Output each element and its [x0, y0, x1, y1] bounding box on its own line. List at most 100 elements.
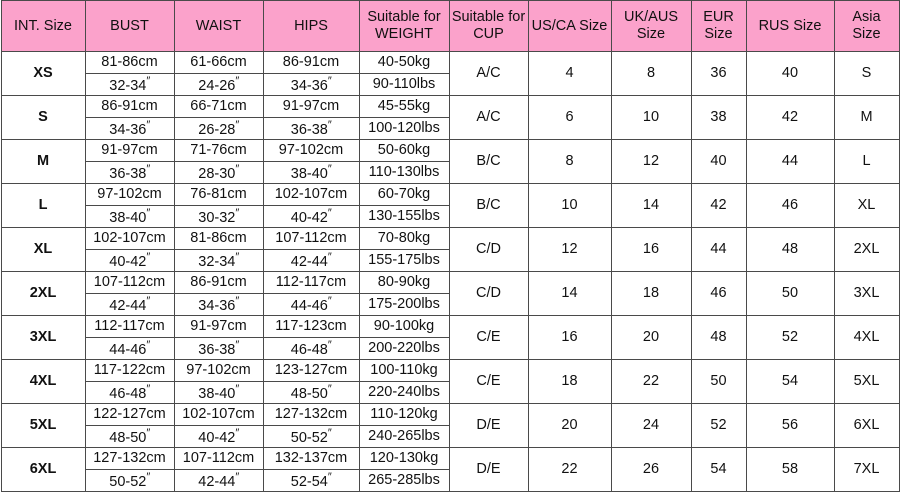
- cell-eur-size: 36: [690, 51, 747, 96]
- cell-eur-size: 52: [690, 403, 747, 448]
- cell-bust-cm: 107-112cm: [84, 271, 175, 294]
- cell-bust-inch: 48-50″: [84, 425, 175, 448]
- cell-eur-size: 48: [690, 315, 747, 360]
- cell-cup: B/C: [448, 139, 529, 184]
- table-row: 32-34″ 24-26″ 34-36″ 90-110lbs: [1, 73, 899, 96]
- table-row: XL 102-107cm 81-86cm 107-112cm 70-80kg C/D 12 1…: [0, 227, 900, 272]
- cell-bust-cm: 127-132cm: [84, 447, 175, 470]
- cell-waist-inch-value: 42-44: [198, 473, 236, 490]
- inch-mark: ″: [235, 382, 239, 395]
- cell-weight-lbs: 130-155lbs: [358, 205, 450, 228]
- cell-waist-inch-value: 32-34: [198, 253, 236, 270]
- cell-weight-lbs: 200-220lbs: [358, 337, 450, 360]
- cell-waist-inch-value: 28-30: [198, 165, 236, 182]
- cell-asia-size: 7XL: [833, 447, 900, 492]
- cell-waist-inch: 40-42″: [173, 425, 264, 448]
- cell-weight-kg: 60-70kg: [358, 183, 450, 206]
- cell-hips-inch: 38-40″: [262, 161, 360, 184]
- inch-mark: ″: [235, 162, 239, 175]
- inch-mark: ″: [146, 382, 150, 395]
- inch-mark: ″: [146, 294, 150, 307]
- table-row: 6XL 127-132cm 107-112cm 132-137cm 120-130kg D…: [0, 447, 900, 492]
- cell-hips-inch-value: 34-36: [290, 77, 328, 94]
- cell-waist-inch-value: 30-32: [198, 209, 236, 226]
- cell-us-ca-size: 12: [527, 227, 612, 272]
- cell-hips-inch: 46-48″: [262, 337, 360, 360]
- cell-waist-inch: 36-38″: [173, 337, 264, 360]
- inch-mark: ″: [146, 162, 150, 175]
- cell-bust-inch-value: 40-42: [109, 253, 147, 270]
- cell-rus-size: 42: [745, 95, 835, 140]
- cell-rus-size: 40: [745, 51, 835, 96]
- cell-us-ca-size: 20: [527, 403, 612, 448]
- column-header-cup-line2: CUP: [473, 26, 504, 42]
- cell-weight-kg: 120-130kg: [358, 447, 450, 470]
- cell-asia-size: 2XL: [833, 227, 900, 272]
- cell-uk-aus-size: 24: [610, 403, 692, 448]
- cell-hips-inch-value: 42-44: [290, 253, 328, 270]
- cell-bust-inch: 40-42″: [84, 249, 175, 272]
- cell-cup: C/D: [448, 271, 529, 316]
- cell-hips-cm: 86-91cm: [262, 51, 360, 74]
- cell-weight-lbs: 220-240lbs: [358, 381, 450, 404]
- inch-mark: ″: [327, 74, 332, 87]
- inch-mark: ″: [327, 162, 332, 175]
- column-header-bust: BUST: [84, 0, 175, 52]
- cell-int-size: 2XL: [0, 271, 86, 316]
- cell-weight-lbs: 90-110lbs: [358, 73, 450, 96]
- cell-bust-inch: 32-34″: [84, 73, 175, 96]
- cell-bust-inch: 44-46″: [84, 337, 175, 360]
- cell-us-ca-size: 18: [527, 359, 612, 404]
- inch-mark: ″: [146, 338, 150, 351]
- cell-eur-size: 44: [690, 227, 747, 272]
- cell-waist-cm: 86-91cm: [173, 271, 264, 294]
- inch-mark: ″: [327, 382, 332, 395]
- cell-hips-cm: 132-137cm: [262, 447, 360, 470]
- cell-cup: C/E: [448, 359, 529, 404]
- inch-mark: ″: [146, 426, 150, 439]
- cell-bust-inch: 38-40″: [84, 205, 175, 228]
- cell-waist-cm: 107-112cm: [173, 447, 264, 470]
- cell-us-ca-size: 22: [527, 447, 612, 492]
- cell-eur-size: 54: [690, 447, 747, 492]
- cell-weight-lbs: 110-130lbs: [358, 161, 450, 184]
- cell-hips-inch-value: 38-40: [290, 165, 328, 182]
- cell-weight-kg: 100-110kg: [358, 359, 450, 382]
- column-header-asia-size: Asia Size: [833, 0, 900, 52]
- cell-waist-inch: 34-36″: [173, 293, 264, 316]
- cell-asia-size: 6XL: [833, 403, 900, 448]
- cell-cup: C/E: [448, 315, 529, 360]
- cell-int-size: 6XL: [0, 447, 86, 492]
- cell-hips-cm: 123-127cm: [262, 359, 360, 382]
- cell-bust-inch-value: 36-38: [109, 165, 147, 182]
- cell-bust-cm: 102-107cm: [84, 227, 175, 250]
- cell-asia-size: L: [833, 139, 900, 184]
- inch-mark: ″: [146, 250, 150, 263]
- cell-weight-kg: 45-55kg: [358, 95, 450, 118]
- column-header-weight-line2: WEIGHT: [375, 26, 433, 42]
- cell-waist-inch: 30-32″: [173, 205, 264, 228]
- cell-us-ca-size: 4: [527, 51, 612, 96]
- cell-asia-size: S: [833, 51, 900, 96]
- cell-bust-inch: 42-44″: [84, 293, 175, 316]
- cell-waist-inch: 38-40″: [173, 381, 264, 404]
- cell-eur-size: 42: [690, 183, 747, 228]
- cell-weight-kg: 90-100kg: [358, 315, 450, 338]
- cell-waist-inch: 26-28″: [173, 117, 264, 140]
- cell-int-size: M: [0, 139, 86, 184]
- cell-hips-inch: 42-44″: [262, 249, 360, 272]
- cell-hips-inch-value: 52-54: [290, 473, 328, 490]
- cell-hips-cm: 127-132cm: [262, 403, 360, 426]
- cell-waist-cm: 81-86cm: [173, 227, 264, 250]
- cell-bust-cm: 97-102cm: [84, 183, 175, 206]
- inch-mark: ″: [327, 294, 332, 307]
- cell-hips-inch-value: 36-38: [290, 121, 328, 138]
- cell-cup: A/C: [448, 51, 529, 96]
- cell-hips-inch: 44-46″: [262, 293, 360, 316]
- cell-eur-size: 40: [690, 139, 747, 184]
- cell-us-ca-size: 6: [527, 95, 612, 140]
- cell-us-ca-size: 14: [527, 271, 612, 316]
- table-row: 3XL 112-117cm 91-97cm 117-123cm 90-100kg C/E 1…: [0, 315, 900, 360]
